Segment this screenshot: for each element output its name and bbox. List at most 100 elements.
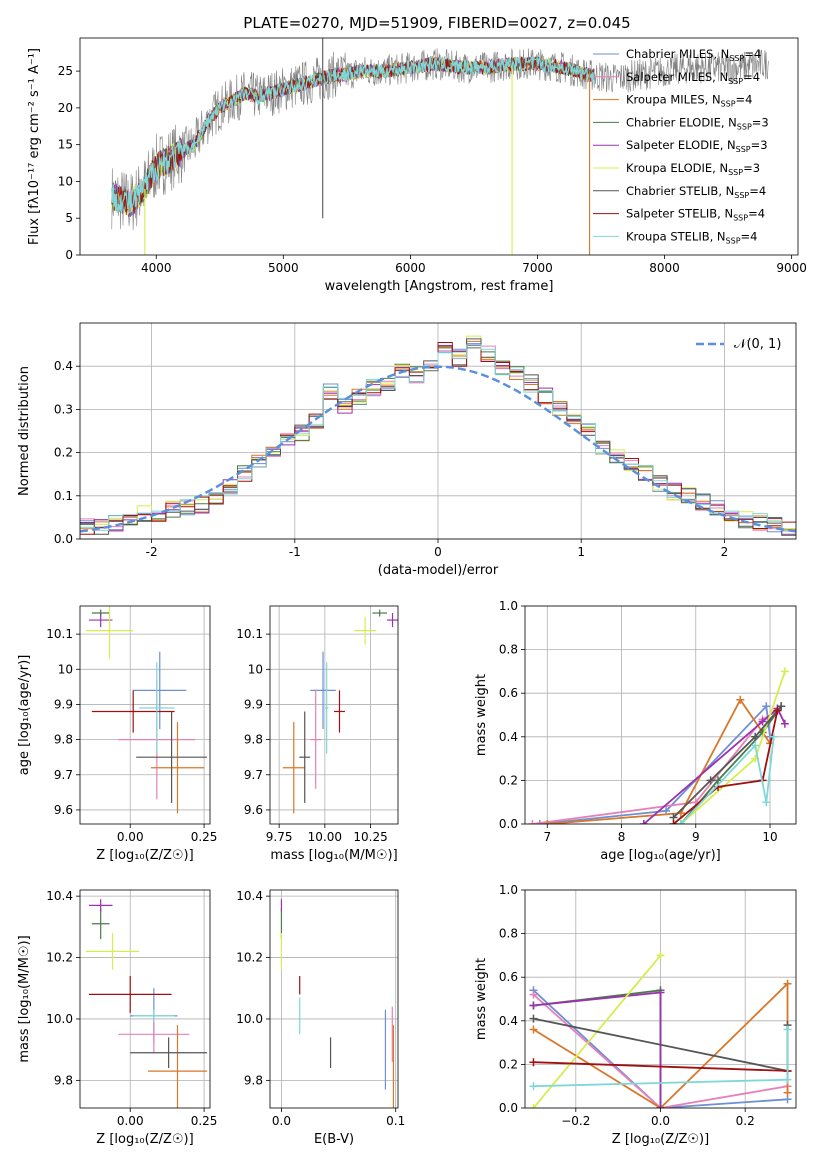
x-axis-label: Z [log₁₀(Z/Z☉)] [96, 848, 193, 863]
weight-marker [751, 741, 760, 750]
legend-label: Kroupa MILES, N [626, 93, 721, 107]
legend-tail: =4 [736, 93, 753, 107]
y-axis-label: mass weight [474, 674, 489, 756]
weight-marker [780, 719, 789, 728]
x-tick-label: 0.25 [191, 1114, 218, 1128]
x-tick-label: 7000 [522, 261, 553, 275]
y-tick-label: 0.4 [54, 359, 73, 373]
x-axis-label: E(B-V) [314, 1132, 354, 1147]
legend-subscript: SSP [721, 100, 736, 109]
x-tick-label: 10.00 [308, 830, 342, 844]
plot-frame [269, 605, 399, 825]
errorbar-point-kroupa-stelib [133, 1009, 175, 1023]
age-vs-mass-panel: 9.75 10.00 10.25 9.6 9.7 9.8 9.9 10 10.1 mass [lo… [236, 605, 399, 863]
legend-tail: =4 [748, 207, 765, 221]
legend-entry: Salpeter MILES, NSSP=4 [626, 70, 760, 86]
errorbar-point-salpeter-miles [310, 690, 322, 789]
plot-frame [79, 889, 211, 1109]
weight-line-salpeter-stelib [533, 1061, 788, 1072]
y-tick-label: 9.7 [54, 768, 73, 782]
weight-marker [535, 820, 544, 824]
weight-marker [783, 1088, 792, 1097]
y-tick-label: 10.1 [236, 627, 263, 641]
weight-marker [529, 1058, 538, 1067]
plot-area [282, 609, 398, 814]
x-tick-label: 8000 [649, 261, 680, 275]
x-tick-label: 10 [762, 830, 777, 844]
x-tick-label: 0.00 [117, 830, 144, 844]
weight-marker [758, 717, 767, 726]
x-tick-label: 9.75 [266, 830, 293, 844]
y-tick-label: 0.1 [54, 489, 73, 503]
weight-marker [528, 820, 537, 824]
weight-line-salpeter-miles [532, 993, 788, 1108]
weight-marker [736, 695, 745, 704]
plot-frame [524, 605, 797, 825]
y-tick-label: 10 [58, 174, 73, 188]
y-tick-label: 10.0 [236, 1012, 263, 1026]
x-axis-label: (data-model)/error [378, 563, 499, 578]
x-axis-label: age [log₁₀(age/yr)] [600, 848, 721, 863]
weight-marker [656, 988, 665, 997]
x-tick-label: 0.0 [651, 1114, 670, 1128]
errorbar-point-kroupa-elodie [85, 606, 134, 659]
errorbar-point-chabrier-stelib [130, 1037, 208, 1069]
legend-subscript: SSP [728, 77, 743, 86]
errorbar-point-salpeter-elodie [88, 899, 113, 912]
y-tick-label: 0.6 [499, 970, 518, 984]
legend-subscript: SSP [726, 236, 741, 245]
weight-marker [780, 667, 789, 676]
legend-label: Chabrier ELODIE, N [626, 115, 737, 129]
y-tick-label: 0.8 [499, 927, 518, 941]
legend-entry: Kroupa MILES, NSSP=4 [626, 93, 752, 109]
plot-area [85, 899, 208, 1108]
y-tick-label: 9.9 [244, 697, 263, 711]
y-axis-label: Flux [fλ10⁻¹⁷ erg cm⁻² s⁻¹ A⁻¹] [27, 48, 42, 245]
weight-line-chabrier-stelib [672, 705, 782, 819]
weight-line-chabrier-miles [532, 989, 788, 1108]
weight-marker [529, 990, 538, 999]
x-tick-label: 7 [543, 830, 551, 844]
legend-label: Kroupa STELIB, N [626, 229, 726, 243]
mass-vs-ebv-panel: 0.0 0.1 9.8 10.0 10.2 10.4 E(B-V) [236, 889, 405, 1147]
y-tick-label: 10.2 [236, 951, 263, 965]
y-tick-label: 10 [248, 662, 263, 676]
x-tick-label: -1 [289, 545, 301, 559]
legend-subscript: SSP [729, 54, 744, 63]
weight-marker [706, 776, 715, 785]
legend-label: Chabrier MILES, N [626, 47, 729, 61]
y-tick-label: 0.0 [54, 532, 73, 546]
weight-marker [769, 732, 778, 741]
legend-subscript: SSP [734, 191, 749, 200]
x-axis-label: wavelength [Angstrom, rest frame] [325, 279, 554, 294]
plot-frame [524, 889, 797, 1109]
plot-area [80, 335, 796, 536]
legend-subscript: SSP [736, 145, 751, 154]
errorbar-point-chabrier-elodie [91, 908, 110, 940]
y-tick-label: 0.0 [499, 817, 518, 831]
y-tick-label: 10.1 [46, 627, 73, 641]
errorbar-point-salpeter-elodie [387, 613, 398, 628]
y-axis-label: mass [log₁₀(M/M☉)] [17, 935, 32, 1062]
x-tick-label: 0.00 [117, 1114, 144, 1128]
legend-label: Chabrier STELIB, N [626, 184, 734, 198]
y-tick-label: 10 [58, 662, 73, 676]
weight-marker [783, 1025, 792, 1034]
model-spectrum-line-kroupa-stelib [111, 55, 595, 214]
legend-entry: 𝒩(0, 1) [734, 337, 781, 352]
y-tick-label: 0.2 [499, 773, 518, 787]
y-tick-label: 10.2 [46, 951, 73, 965]
residuals-panel: -2 -1 0 1 2 0.0 0.1 0.2 0.3 0.4 (data-model)/error… [17, 322, 797, 578]
x-tick-label: 8 [618, 830, 626, 844]
legend-entry: Chabrier MILES, NSSP=4 [626, 47, 761, 63]
weight-line-salpeter-stelib [672, 710, 779, 824]
x-tick-label: 1 [577, 545, 585, 559]
legend-entry: Salpeter ELODIE, NSSP=3 [626, 138, 768, 154]
legend-subscript: SSP [733, 214, 748, 223]
weight-marker [543, 820, 552, 824]
legend-tail: =3 [752, 115, 769, 129]
y-tick-label: 10.4 [46, 889, 73, 903]
plot-frame [79, 37, 799, 256]
legend-label: Salpeter MILES, N [626, 70, 728, 84]
